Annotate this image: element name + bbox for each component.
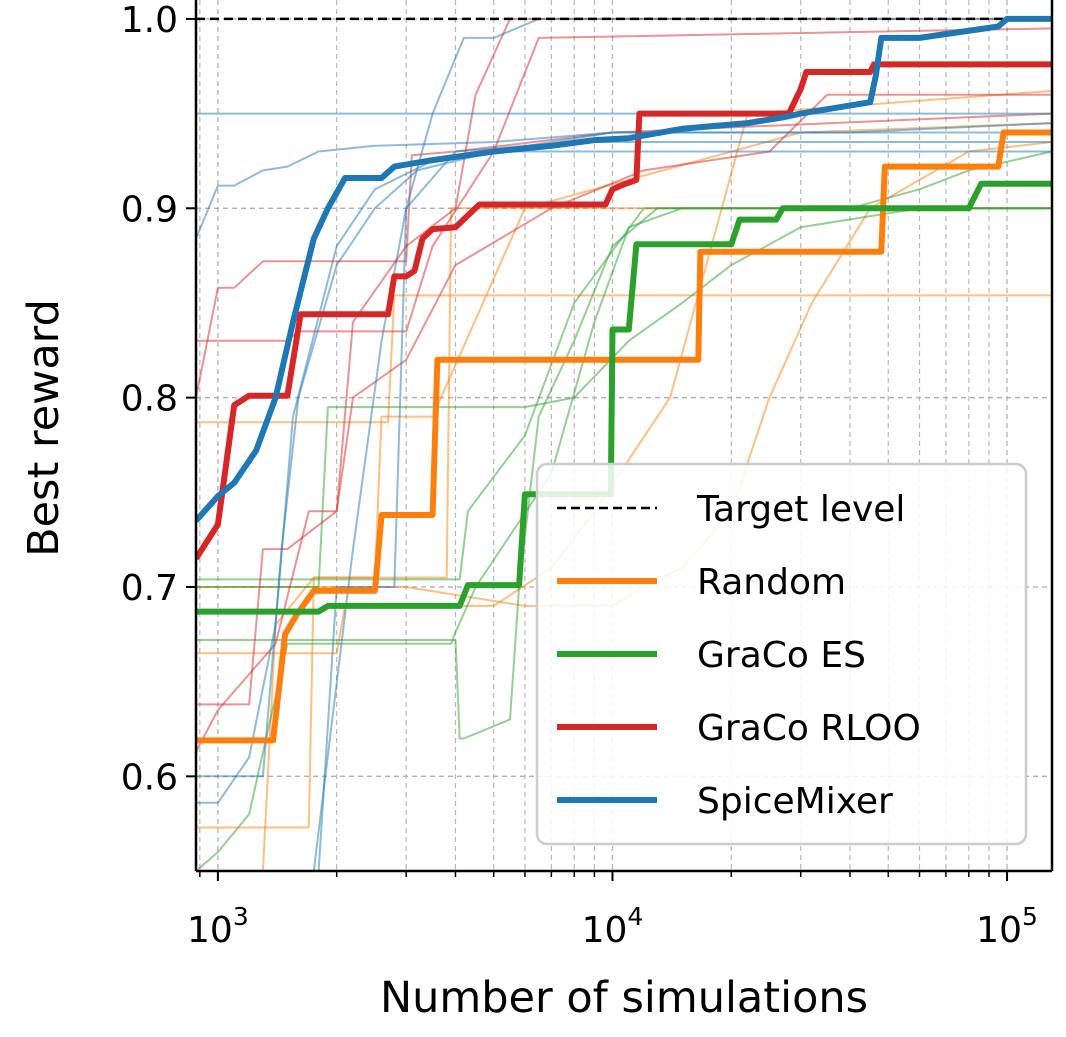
legend-frame xyxy=(535,462,1028,846)
y-tick-label: 0.7 xyxy=(121,568,178,609)
series-line-spicemixer xyxy=(196,15,1052,523)
series-lines xyxy=(196,15,1052,744)
y-tick-label: 0.8 xyxy=(121,379,178,420)
run-line-spicemixer xyxy=(196,150,1052,778)
run-line-spicemixer xyxy=(312,17,1052,871)
legend-label-graco-es: GraCo ES xyxy=(697,635,866,676)
run-line-spicemixer xyxy=(196,131,1052,804)
legend-label-graco-rloo: GraCo RLOO xyxy=(697,708,921,749)
x-axis-label: Number of simulations xyxy=(380,973,868,1023)
y-tick-label: 1.0 xyxy=(121,0,178,41)
x-tick-label: 105 xyxy=(976,902,1038,951)
axis-ticks: 0.6 0.7 0.8 0.9 1.0 103 104 105 xyxy=(121,0,1038,951)
y-axis-label: Best reward xyxy=(19,299,69,557)
run-line-random xyxy=(196,122,1052,829)
run-line-graco-rloo xyxy=(196,17,1052,753)
y-tick-label: 0.9 xyxy=(121,189,178,230)
series-line-graco-rloo xyxy=(196,61,1052,561)
legend-label-random: Random xyxy=(697,562,846,603)
legend-label-spicemixer: SpiceMixer xyxy=(697,781,893,822)
x-tick-label: 104 xyxy=(582,902,644,951)
legend: Target level Random GraCo ES GraCo RLOO … xyxy=(535,462,1028,846)
legend-label-target: Target level xyxy=(696,489,905,530)
series-line-graco-es xyxy=(196,180,1052,615)
series-line-random xyxy=(196,129,1052,744)
run-line-graco-rloo xyxy=(196,112,1052,398)
run-line-graco-es xyxy=(196,207,1052,588)
axes xyxy=(194,0,1054,873)
x-tick-label: 103 xyxy=(187,902,249,951)
y-tick-label: 0.6 xyxy=(121,757,178,798)
run-line-random xyxy=(196,89,1052,655)
